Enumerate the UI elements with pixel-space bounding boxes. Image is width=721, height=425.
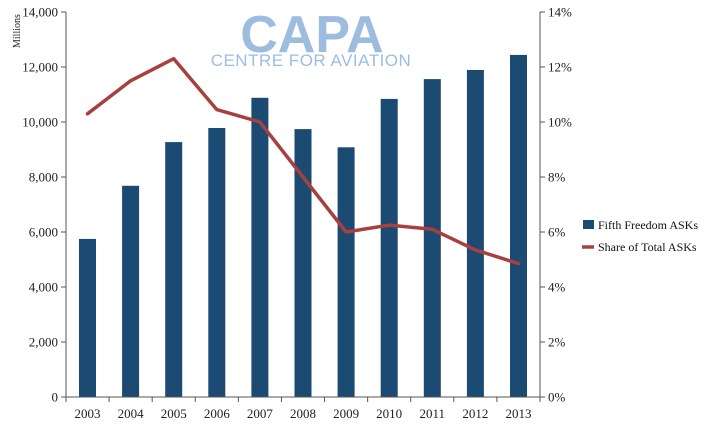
bar-2011 — [423, 79, 441, 397]
y-right-tick-label: 8% — [548, 170, 566, 185]
x-tick-label: 2009 — [333, 406, 359, 421]
bar-series — [79, 54, 527, 398]
x-tick-label: 2011 — [420, 406, 446, 421]
y-right-tick-label: 4% — [548, 280, 566, 295]
y-right-tick-label: 10% — [548, 115, 572, 130]
y-right-tick-label: 12% — [548, 60, 572, 75]
legend-bar-swatch — [583, 220, 594, 229]
logo-wordmark: CAPA — [240, 6, 383, 64]
bar-2003 — [79, 238, 96, 397]
y-right-tick-label: 14% — [548, 5, 572, 20]
x-tick-label: 2007 — [247, 406, 274, 421]
legend: Fifth Freedom ASKs Share of Total ASKs — [582, 218, 698, 254]
legend-label-share: Share of Total ASKs — [598, 240, 697, 254]
x-tick-label: 2010 — [376, 406, 402, 421]
y-right-tick-label: 6% — [548, 225, 566, 240]
x-tick-label: 2003 — [75, 406, 101, 421]
legend-label-fifth-freedom: Fifth Freedom ASKs — [598, 218, 698, 232]
bar-2010 — [380, 98, 398, 398]
capa-logo: CAPA CENTRE FOR AVIATION — [211, 6, 412, 70]
x-tick-label: 2006 — [204, 406, 231, 421]
bar-2004 — [122, 185, 140, 397]
y-right-tick-label: 0% — [548, 390, 566, 405]
line-series — [85, 56, 521, 266]
y-left-tick-label: 10,000 — [22, 115, 58, 130]
bar-2013 — [510, 54, 527, 398]
y-left-tick-label: 2,000 — [29, 335, 58, 350]
y-right-tick-label: 2% — [548, 335, 566, 350]
bar-2009 — [337, 147, 355, 397]
y-left-tick-label: 6,000 — [29, 225, 58, 240]
bar-2005 — [165, 142, 183, 397]
x-tick-label: 2013 — [505, 406, 531, 421]
bar-2007 — [251, 97, 269, 398]
x-tick-label: 2008 — [290, 406, 316, 421]
bar-2012 — [466, 70, 484, 397]
y-left-tick-label: 14,000 — [22, 5, 58, 20]
x-tick-label: 2004 — [118, 406, 145, 421]
tick-labels: 0 2,000 4,000 6,000 8,000 10,000 12,000 14,000 0… — [22, 5, 572, 422]
y-axis-unit-label: Millions — [12, 14, 23, 48]
axes — [61, 11, 545, 402]
x-tick-label: 2005 — [161, 406, 187, 421]
y-left-tick-label: 12,000 — [22, 60, 58, 75]
y-left-tick-label: 8,000 — [29, 170, 58, 185]
y-left-tick-label: 4,000 — [29, 280, 58, 295]
logo-tagline: CENTRE FOR AVIATION — [211, 51, 412, 70]
bar-2008 — [294, 129, 312, 397]
bar-2006 — [208, 128, 226, 397]
y-left-tick-label: 0 — [52, 390, 59, 405]
x-tick-label: 2012 — [462, 406, 488, 421]
